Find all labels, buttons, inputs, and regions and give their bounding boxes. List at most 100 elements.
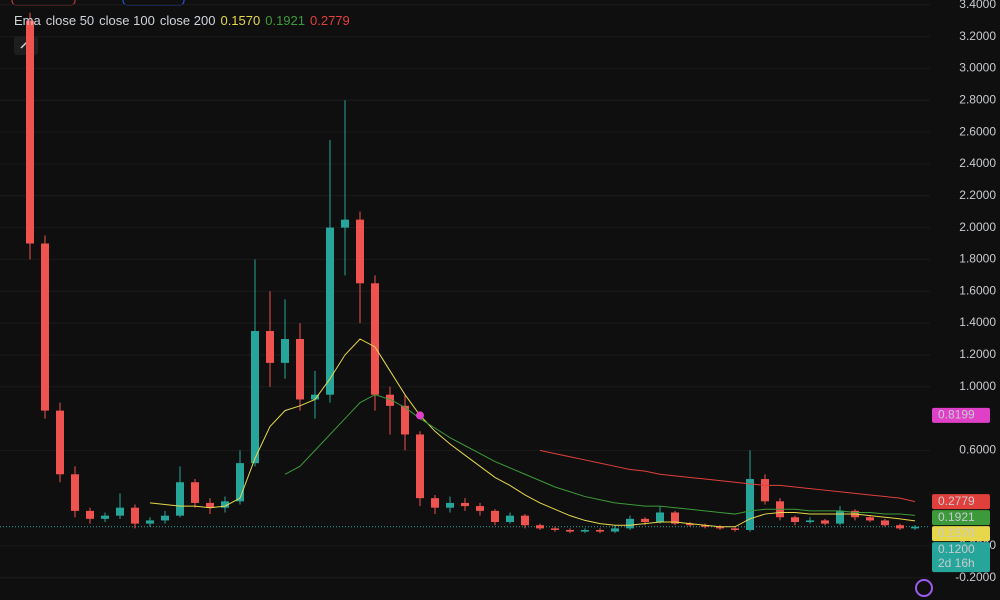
price-tag: [932, 542, 990, 573]
candle-body: [26, 20, 34, 244]
candle-body: [746, 479, 754, 530]
y-tick-label: 1.2000: [959, 347, 996, 361]
candle-body: [161, 515, 169, 521]
candle-body: [221, 501, 229, 508]
y-tick-label: 3.0000: [959, 61, 996, 75]
candle-body: [626, 518, 634, 529]
candle-body: [281, 338, 289, 363]
price-tag-label: 0.1570: [938, 526, 975, 540]
ema-line: [149, 338, 916, 528]
candle-body: [806, 520, 814, 523]
y-tick-label: 2.6000: [959, 124, 996, 138]
sell-button[interactable]: [11, 0, 76, 6]
y-tick-label: 2.0000: [959, 220, 996, 234]
y-tick-label: 2.4000: [959, 156, 996, 170]
candle-body: [341, 219, 349, 228]
candle-body: [356, 219, 364, 284]
candle-body: [131, 507, 139, 524]
y-tick-label: 3.2000: [959, 29, 996, 43]
candle-body: [656, 512, 664, 523]
candle-body: [506, 515, 514, 523]
indicator-name: Ema: [14, 13, 41, 28]
legend-param: close 50: [45, 13, 95, 28]
legend: Ema close 50 close 100 close 200 0.1570 0.192…: [14, 13, 355, 28]
candle-body: [266, 331, 274, 363]
price-tag: [932, 407, 990, 423]
y-tick-label: 2.2000: [959, 188, 996, 202]
candle-body: [416, 434, 424, 499]
candle-body: [896, 525, 904, 529]
y-tick-label: -0.2000: [955, 570, 996, 584]
candle-body: [491, 510, 499, 523]
candle-body: [191, 482, 199, 503]
candle-body: [671, 512, 679, 524]
candle-body: [551, 528, 559, 530]
candle-body: [71, 474, 79, 511]
y-tick-label: 2.8000: [959, 92, 996, 106]
candle-body: [701, 525, 709, 527]
price-tag-label: 0.2779: [938, 494, 975, 508]
candle-body: [731, 528, 739, 530]
candle-body: [836, 510, 844, 524]
y-tick-label: 1.4000: [959, 315, 996, 329]
candle-body: [296, 338, 304, 400]
candle-body: [866, 517, 874, 521]
candle-body: [56, 410, 64, 475]
price-axis: 3.4000 3.2000 3.0000 2.8000 2.6000 2.4000 2.20…: [932, 0, 996, 584]
legend-value: 0.2779: [310, 13, 350, 28]
price-tag-label: 0.1921: [938, 510, 975, 524]
candle-body: [476, 506, 484, 511]
legend-param: close 200: [159, 13, 216, 28]
y-tick-label: 1.6000: [959, 283, 996, 297]
price-tag: [932, 526, 990, 542]
candle-body: [521, 515, 529, 526]
candle-body: [791, 517, 799, 523]
y-tick-label: 3.4000: [959, 0, 996, 11]
ema-line: [539, 449, 916, 503]
candle-body: [101, 515, 109, 519]
logo-icon: [915, 579, 933, 597]
y-tick-label: 0.6000: [959, 443, 996, 457]
candle-body: [431, 498, 439, 508]
price-tag-label: 0.1200: [938, 542, 975, 556]
candle-body: [911, 526, 919, 529]
countdown-label: 2d 16h: [938, 556, 975, 570]
candle-body: [371, 283, 379, 395]
y-tick-label: 1.0000: [959, 379, 996, 393]
price-tag: [932, 510, 990, 526]
candle-body: [536, 525, 544, 529]
ema-line: [284, 394, 916, 516]
price-tag-label: 0.8199: [938, 408, 975, 422]
candle-body: [401, 405, 409, 435]
legend-value: 0.1921: [265, 13, 305, 28]
candle-body: [206, 502, 214, 508]
candle-body: [326, 227, 334, 395]
candle-body: [116, 507, 124, 516]
candle-body: [641, 518, 649, 523]
y-tick-label: 1.8000: [959, 252, 996, 266]
candle-body: [386, 394, 394, 406]
candle-body: [566, 529, 574, 532]
candle-body: [821, 520, 829, 524]
candle-body: [251, 331, 259, 464]
grid: [0, 4, 930, 579]
candle-body: [311, 394, 319, 400]
candle-body: [86, 510, 94, 519]
candle-body: [761, 479, 769, 502]
price-tag: [932, 494, 990, 510]
candle-body: [581, 529, 589, 532]
candle-body: [446, 502, 454, 508]
legend-value: 0.1570: [220, 13, 261, 28]
candle-body: [596, 529, 604, 532]
candle-body: [236, 463, 244, 502]
legend-param: close 100: [99, 13, 155, 28]
candle-body: [716, 526, 724, 529]
candle-body: [461, 502, 469, 507]
candle-body: [146, 520, 154, 524]
marker-dot: [416, 411, 425, 420]
candle-body: [176, 482, 184, 516]
candle-body: [611, 528, 619, 532]
buy-button[interactable]: [122, 0, 185, 6]
